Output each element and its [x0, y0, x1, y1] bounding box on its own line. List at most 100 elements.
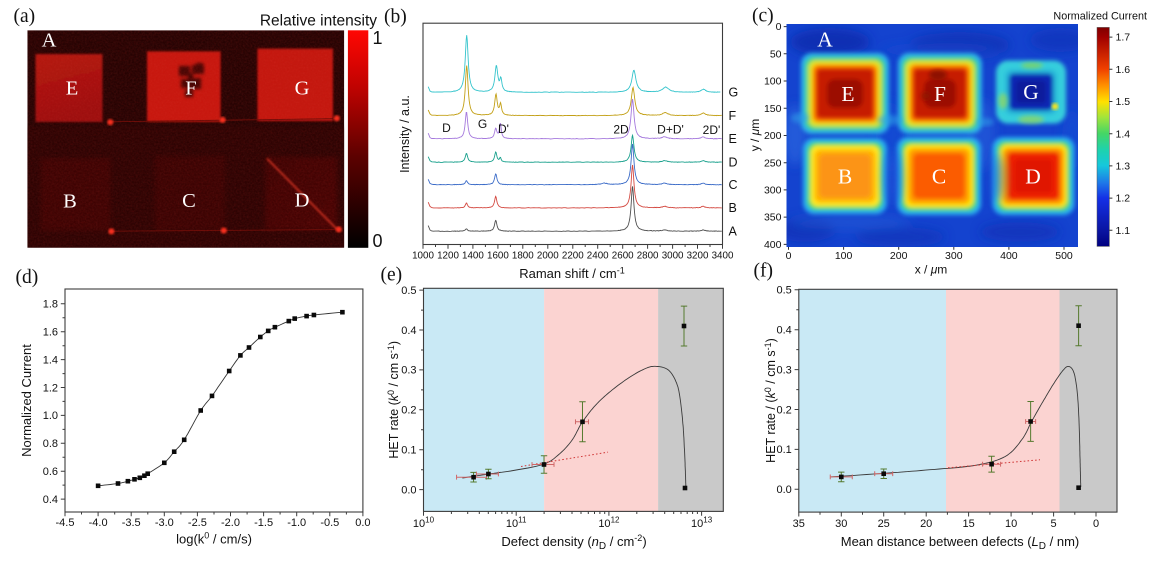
svg-text:C: C: [932, 165, 946, 189]
svg-text:Normalized Current: Normalized Current: [1053, 11, 1147, 23]
svg-text:-1.5: -1.5: [254, 517, 273, 529]
svg-text:0.0: 0.0: [401, 484, 416, 496]
svg-text:A: A: [817, 28, 833, 52]
svg-text:-3.5: -3.5: [122, 517, 141, 529]
svg-text:D+D': D+D': [657, 123, 684, 137]
svg-text:400: 400: [764, 239, 782, 251]
svg-text:200: 200: [764, 130, 782, 142]
svg-text:2600: 2600: [612, 251, 634, 262]
svg-text:0.3: 0.3: [777, 364, 792, 376]
svg-text:30: 30: [835, 518, 847, 530]
svg-text:D: D: [729, 155, 738, 169]
svg-text:Relative intensity: Relative intensity: [260, 13, 377, 30]
svg-text:B: B: [729, 201, 737, 215]
svg-text:0.5: 0.5: [401, 285, 416, 297]
svg-text:1011: 1011: [506, 516, 527, 531]
svg-text:1200: 1200: [437, 251, 459, 262]
svg-text:1.2: 1.2: [1116, 193, 1131, 205]
svg-text:HET rate / (k0 / cm s-1): HET rate / (k0 / cm s-1): [763, 338, 778, 463]
svg-text:25: 25: [878, 518, 890, 530]
svg-text:x / μm: x / μm: [915, 263, 948, 277]
svg-text:G: G: [1023, 80, 1039, 104]
svg-text:0.3: 0.3: [401, 365, 416, 377]
svg-text:G: G: [295, 78, 310, 100]
svg-text:E: E: [729, 132, 737, 146]
svg-text:0.2: 0.2: [401, 405, 416, 417]
svg-text:(b): (b): [384, 7, 407, 28]
svg-text:0: 0: [776, 21, 782, 33]
svg-text:1.6: 1.6: [1116, 64, 1131, 76]
svg-text:-3.0: -3.0: [155, 517, 174, 529]
svg-text:100: 100: [835, 250, 853, 262]
svg-text:0.0: 0.0: [355, 517, 370, 529]
svg-text:0.5: 0.5: [777, 285, 792, 297]
svg-text:200: 200: [890, 250, 908, 262]
svg-text:F: F: [934, 82, 946, 106]
svg-text:2800: 2800: [637, 251, 659, 262]
svg-text:0.6: 0.6: [43, 466, 58, 478]
svg-text:(f): (f): [754, 261, 773, 282]
svg-text:3400: 3400: [712, 251, 734, 262]
svg-text:1.6: 1.6: [43, 327, 58, 339]
svg-text:HET rate (k0 / cm s-1): HET rate (k0 / cm s-1): [386, 341, 401, 459]
svg-text:-1.0: -1.0: [287, 517, 306, 529]
svg-text:C: C: [182, 190, 196, 212]
svg-text:2D': 2D': [703, 123, 721, 137]
svg-text:0.4: 0.4: [43, 494, 58, 506]
svg-text:0.1: 0.1: [777, 444, 792, 456]
svg-text:1010: 1010: [413, 516, 435, 531]
svg-text:Defect density (nD / cm-2): Defect density (nD / cm-2): [501, 533, 646, 552]
svg-text:A: A: [729, 224, 738, 238]
svg-text:300: 300: [945, 250, 963, 262]
svg-text:1400: 1400: [462, 251, 484, 262]
svg-text:(d): (d): [16, 267, 39, 288]
svg-text:B: B: [63, 191, 77, 213]
svg-text:D: D: [295, 190, 310, 212]
svg-text:3000: 3000: [662, 251, 684, 262]
svg-text:0.1: 0.1: [401, 445, 416, 457]
svg-text:D: D: [442, 121, 451, 135]
svg-text:2000: 2000: [537, 251, 559, 262]
svg-text:(a): (a): [14, 6, 36, 27]
svg-text:1.3: 1.3: [1116, 161, 1131, 173]
svg-text:1600: 1600: [487, 251, 509, 262]
svg-text:-2.5: -2.5: [188, 517, 207, 529]
svg-text:B: B: [838, 165, 852, 189]
svg-text:y / μm: y / μm: [748, 119, 762, 152]
svg-text:log(k0 / cm/s): log(k0 / cm/s): [176, 531, 252, 547]
svg-text:(c): (c): [752, 6, 774, 27]
svg-text:1.5: 1.5: [1116, 96, 1131, 108]
svg-text:0.2: 0.2: [777, 404, 792, 416]
svg-text:Raman shift / cm-1: Raman shift / cm-1: [519, 266, 625, 282]
svg-text:1.4: 1.4: [43, 354, 58, 366]
svg-text:E: E: [66, 78, 79, 100]
svg-text:E: E: [841, 82, 854, 106]
svg-text:A: A: [42, 30, 57, 52]
svg-text:D: D: [1025, 165, 1041, 189]
svg-text:0.0: 0.0: [777, 484, 792, 496]
svg-text:1800: 1800: [512, 251, 534, 262]
svg-text:1: 1: [373, 28, 383, 48]
svg-text:Mean distance between defects: Mean distance between defects (LD / nm): [841, 534, 1079, 552]
svg-text:0.8: 0.8: [43, 438, 58, 450]
svg-text:1.8: 1.8: [43, 299, 58, 311]
svg-text:150: 150: [764, 103, 782, 115]
svg-text:1.7: 1.7: [1116, 32, 1131, 44]
svg-text:C: C: [729, 178, 738, 192]
svg-text:1.2: 1.2: [43, 382, 58, 394]
svg-text:1.0: 1.0: [43, 410, 58, 422]
svg-text:20: 20: [920, 518, 932, 530]
svg-text:D': D': [498, 122, 509, 136]
svg-text:3200: 3200: [687, 251, 709, 262]
svg-text:500: 500: [1055, 250, 1073, 262]
svg-text:-0.5: -0.5: [320, 517, 339, 529]
svg-text:2400: 2400: [587, 251, 609, 262]
svg-text:G: G: [478, 117, 487, 131]
svg-text:(e): (e): [381, 265, 403, 286]
svg-text:15: 15: [962, 518, 974, 530]
svg-text:10: 10: [1005, 518, 1017, 530]
svg-text:2D: 2D: [613, 123, 629, 137]
svg-text:0: 0: [373, 231, 383, 251]
svg-text:1.4: 1.4: [1116, 128, 1131, 140]
svg-text:-4.0: -4.0: [89, 517, 108, 529]
